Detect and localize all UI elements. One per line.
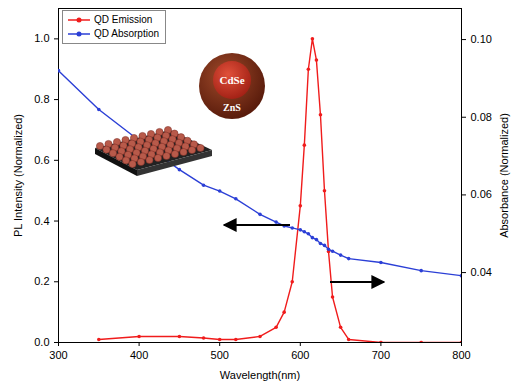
svg-text:400: 400 <box>130 349 148 361</box>
html-text:QD Emission: QD Emission <box>94 14 153 25</box>
svg-text:0.4: 0.4 <box>34 215 49 227</box>
svg-text:300: 300 <box>49 349 67 361</box>
svg-text:700: 700 <box>372 349 390 361</box>
svg-text:0.10: 0.10 <box>471 33 492 45</box>
svg-text:0.06: 0.06 <box>471 188 492 200</box>
svg-text:ZnS: ZnS <box>223 102 241 113</box>
svg-text:1.0: 1.0 <box>34 32 49 44</box>
svg-text:0.04: 0.04 <box>471 266 492 278</box>
svg-text:CdSe: CdSe <box>219 74 244 86</box>
svg-text:0.8: 0.8 <box>34 93 49 105</box>
svg-text:Wavelength(nm): Wavelength(nm) <box>220 369 300 381</box>
svg-text:0.0: 0.0 <box>34 336 49 348</box>
svg-text:0.2: 0.2 <box>34 275 49 287</box>
svg-text:600: 600 <box>291 349 309 361</box>
svg-text:0.08: 0.08 <box>471 111 492 123</box>
svg-text:500: 500 <box>211 349 229 361</box>
svg-text:0.6: 0.6 <box>34 154 49 166</box>
svg-text:PL Intensity (Normalized): PL Intensity (Normalized) <box>12 114 24 237</box>
svg-text:800: 800 <box>452 349 470 361</box>
html-text:QD Absorption: QD Absorption <box>94 28 159 39</box>
svg-text:Absorbance (Normalized): Absorbance (Normalized) <box>498 113 510 238</box>
